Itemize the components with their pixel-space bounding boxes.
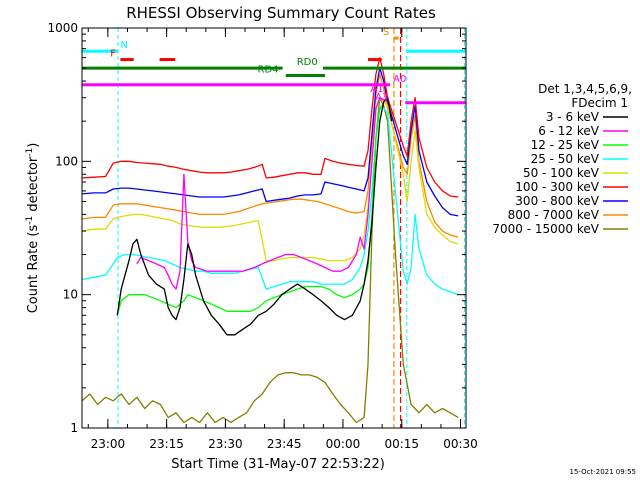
x-tick-label-00-00: 00:00 — [326, 437, 361, 451]
series-line-800-7000-kev — [81, 73, 459, 238]
flag-label-s: S — [383, 27, 389, 38]
x-tick-label-23-45: 23:45 — [267, 437, 302, 451]
flag-label-a3: A3 — [375, 92, 388, 103]
x-tick-label-23-00: 23:00 — [91, 437, 126, 451]
legend-label-3-6-kev: 3 - 6 keV — [546, 110, 600, 124]
legend-header-line-1: Det 1,3,4,5,6,9, — [538, 82, 632, 96]
x-tick-label-00-30: 00:30 — [443, 437, 478, 451]
x-tick-label-23-15: 23:15 — [149, 437, 184, 451]
render-timestamp: 15-Oct-2021 09:55 — [570, 468, 636, 476]
x-axis-label: Start Time (31-May-07 22:53:22) — [171, 457, 385, 472]
y-axis-label-mid: detector — [26, 156, 41, 216]
flag-label-rd0: RD0 — [297, 57, 318, 68]
y-axis-label-main: Count Rate (s — [26, 225, 41, 314]
legend-label-25-50-kev: 25 - 50 keV — [531, 152, 600, 166]
y-axis-label-exponent-2: -1 — [25, 148, 35, 157]
plot-frame — [81, 27, 467, 429]
y-tick-label-1000: 1000 — [47, 21, 78, 35]
series-line-7000-15000-kev — [81, 97, 459, 424]
y-axis: 1 10 100 1000 — [47, 21, 466, 435]
y-axis-label: Count Rate (s-1 detector-1) — [25, 143, 41, 314]
flag-label-rd4: RD4 — [258, 65, 279, 76]
flag-label-a0: A0 — [393, 74, 406, 85]
legend-label-800-7000-kev: 800 - 7000 keV — [508, 208, 600, 222]
chart-title: RHESSI Observing Summary Count Rates — [126, 4, 436, 22]
x-tick-label-00-15: 00:15 — [384, 437, 419, 451]
legend-label-300-800-kev: 300 - 800 keV — [515, 194, 599, 208]
series-line-100-300-kev — [81, 56, 459, 198]
series-line-50-100-kev — [81, 97, 459, 262]
legend-label-12-25-kev: 12 - 25 keV — [531, 138, 600, 152]
y-tick-label-100: 100 — [55, 154, 78, 168]
flag-label-a1: A1 — [370, 84, 383, 95]
series-line-3-6-kev — [116, 97, 393, 336]
flag-label-f: F — [110, 49, 116, 60]
legend-label-6-12-kev: 6 - 12 keV — [538, 124, 600, 138]
series-line-300-800-kev — [81, 67, 459, 217]
legend-header-line-2: FDecim 1 — [571, 96, 628, 110]
legend-label-100-300-kev: 100 - 300 keV — [515, 180, 599, 194]
x-tick-label-23-30: 23:30 — [208, 437, 243, 451]
y-tick-label-10: 10 — [63, 288, 78, 302]
y-tick-label-1: 1 — [70, 421, 78, 435]
series-line-12-25-kev — [116, 103, 385, 316]
legend-label-7000-15000-kev: 7000 - 15000 keV — [492, 222, 599, 236]
x-axis: 23:00 23:15 23:30 23:45 00:00 00:15 00:30 — [87, 28, 478, 451]
series-line-25-50-kev — [81, 107, 459, 296]
y-axis-label-end: ) — [26, 143, 41, 148]
y-axis-label-exponent-1: -1 — [25, 216, 35, 225]
series-line-6-12-kev — [136, 97, 388, 290]
legend-label-50-100-kev: 50 - 100 keV — [523, 166, 600, 180]
flag-label-n: N — [120, 40, 127, 51]
